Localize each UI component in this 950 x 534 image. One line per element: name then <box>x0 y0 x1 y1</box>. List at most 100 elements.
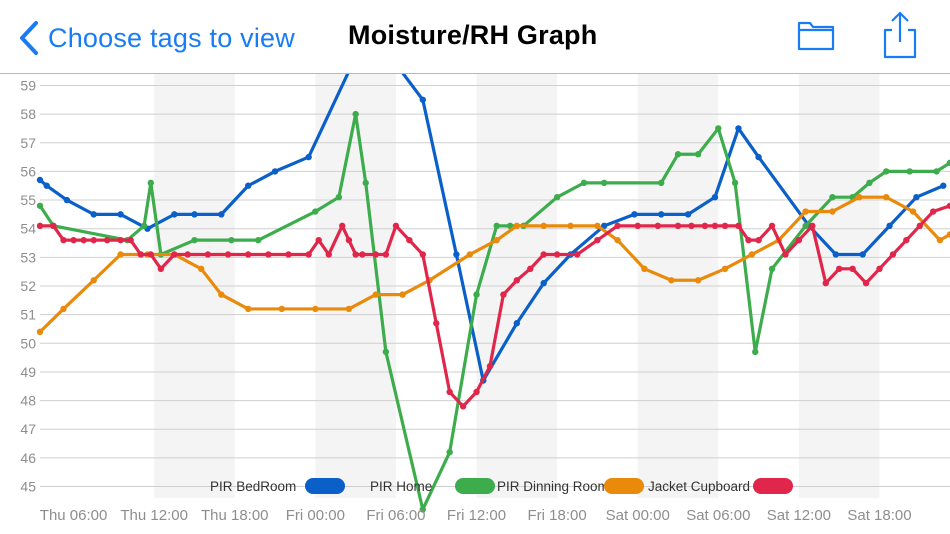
y-tick-label: 49 <box>20 364 36 380</box>
data-point <box>218 291 225 298</box>
data-point <box>513 320 521 327</box>
data-point <box>668 277 675 284</box>
data-point <box>453 251 460 258</box>
data-point <box>218 211 225 218</box>
x-tick-label: Fri 00:00 <box>286 507 345 524</box>
data-point <box>654 222 662 230</box>
data-point <box>802 222 809 230</box>
data-point <box>768 265 776 273</box>
y-tick-label: 53 <box>20 249 36 265</box>
y-tick-label: 50 <box>20 335 36 351</box>
data-point <box>36 328 44 336</box>
data-point <box>352 110 359 118</box>
legend-swatch <box>753 478 793 494</box>
data-point <box>694 151 702 158</box>
data-point <box>882 168 890 175</box>
data-point <box>916 222 923 230</box>
data-point <box>446 388 453 396</box>
data-point <box>362 179 369 187</box>
data-point <box>553 193 561 201</box>
data-point <box>674 222 682 230</box>
data-point <box>889 251 897 258</box>
data-point <box>224 251 232 258</box>
data-point <box>856 193 863 201</box>
data-point <box>634 222 641 230</box>
data-point <box>433 320 440 327</box>
data-point <box>228 236 235 244</box>
data-point <box>345 305 353 313</box>
data-point <box>305 251 312 258</box>
data-point <box>513 222 521 230</box>
data-point <box>117 211 124 218</box>
x-tick-label: Sat 06:00 <box>686 507 750 524</box>
data-point <box>859 251 866 258</box>
folder-button[interactable] <box>796 18 836 52</box>
data-point <box>862 279 870 287</box>
data-point <box>473 291 480 298</box>
data-point <box>36 202 44 209</box>
data-point <box>832 251 840 258</box>
series-line <box>38 74 945 383</box>
moisture-chart[interactable]: 45 46 47 48 49 50 51 52 53 54 55 56 57 58 59 PIR BedRo… <box>0 74 950 534</box>
data-point <box>372 251 379 258</box>
data-point <box>946 159 950 167</box>
data-point <box>567 222 574 230</box>
data-point <box>157 265 165 273</box>
data-point <box>882 193 890 201</box>
x-tick-label: Thu 18:00 <box>201 507 269 524</box>
data-point <box>580 179 588 187</box>
data-point <box>594 236 601 244</box>
data-point <box>191 236 198 244</box>
data-point <box>748 251 756 258</box>
data-point <box>197 265 205 273</box>
data-point <box>140 222 148 230</box>
folder-icon <box>797 21 835 51</box>
x-tick-label: Sat 00:00 <box>606 507 670 524</box>
data-point <box>527 265 534 273</box>
data-point <box>473 388 480 396</box>
legend-label: PIR Home <box>370 479 432 494</box>
data-point <box>352 251 359 258</box>
data-point <box>711 193 719 201</box>
data-point <box>419 96 427 103</box>
data-point <box>244 182 252 189</box>
data-point <box>694 277 702 284</box>
data-point <box>802 208 809 215</box>
x-tick-label: Sat 18:00 <box>847 507 911 524</box>
data-point <box>614 236 621 244</box>
data-point <box>674 151 682 158</box>
data-point <box>493 222 500 230</box>
data-point <box>721 222 729 230</box>
data-point <box>782 251 789 258</box>
data-point <box>204 251 212 258</box>
data-point <box>936 236 944 244</box>
data-point <box>382 348 390 356</box>
data-point <box>594 222 601 230</box>
data-point <box>117 236 124 244</box>
y-tick-label: 51 <box>20 307 36 323</box>
back-button[interactable]: Choose tags to view <box>18 16 295 60</box>
data-point <box>903 236 910 244</box>
data-point <box>745 236 752 244</box>
data-point <box>90 277 97 284</box>
data-point <box>419 251 427 258</box>
x-tick-label: Fri 06:00 <box>366 507 425 524</box>
data-point <box>540 222 547 230</box>
data-point <box>466 251 474 258</box>
data-point <box>553 251 561 258</box>
share-button[interactable] <box>880 10 920 60</box>
data-point <box>755 236 762 244</box>
data-point <box>50 222 57 230</box>
data-point <box>325 251 332 258</box>
legend-label: PIR BedRoom <box>210 479 296 494</box>
data-point <box>339 222 346 230</box>
data-point <box>701 222 709 230</box>
data-point <box>930 208 937 215</box>
page-title: Moisture/RH Graph <box>348 20 598 50</box>
data-point <box>312 305 319 313</box>
data-point <box>255 236 262 244</box>
data-point <box>795 236 803 244</box>
data-point <box>946 231 950 238</box>
data-point <box>946 202 950 209</box>
data-point <box>614 222 621 230</box>
